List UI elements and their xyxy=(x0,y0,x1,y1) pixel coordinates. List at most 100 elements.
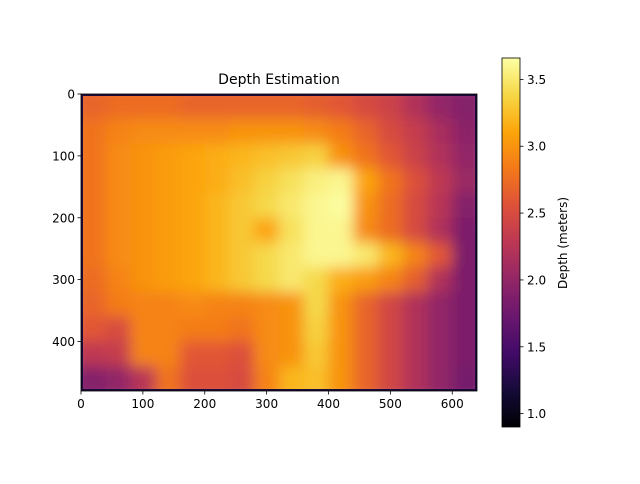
heatmap-cell xyxy=(279,292,305,318)
heatmap-cell xyxy=(105,341,131,367)
heatmap-cell xyxy=(204,341,230,367)
heatmap-cell xyxy=(229,341,255,367)
tick-label: 2.5 xyxy=(527,207,546,221)
heatmap-cell xyxy=(452,217,477,243)
tick-label: 400 xyxy=(52,335,75,349)
heatmap-cell xyxy=(254,94,280,120)
heatmap-cell xyxy=(155,366,181,391)
tick-label: 100 xyxy=(131,397,154,411)
heatmap-cell xyxy=(402,143,428,169)
heatmap-cell xyxy=(204,267,230,293)
heatmap-cell xyxy=(328,267,354,293)
heatmap-cell xyxy=(229,242,255,268)
heatmap-cell xyxy=(81,267,107,293)
heatmap-cell xyxy=(180,143,206,169)
heatmap-cell xyxy=(353,118,379,144)
heatmap-cell xyxy=(452,316,477,342)
heatmap-cell xyxy=(303,242,329,268)
heatmap-cell xyxy=(279,341,305,367)
heatmap-cell xyxy=(155,193,181,219)
heatmap-cell xyxy=(155,316,181,342)
heatmap-cell xyxy=(81,94,107,120)
heatmap-cell xyxy=(353,366,379,391)
plot-frame xyxy=(80,93,478,392)
heatmap-cell xyxy=(353,143,379,169)
heatmap-cell xyxy=(180,193,206,219)
heatmap-cell xyxy=(105,143,131,169)
heatmap-cell xyxy=(279,217,305,243)
heatmap-cell xyxy=(254,143,280,169)
heatmap-cell xyxy=(180,94,206,120)
heatmap-cell xyxy=(427,118,453,144)
heatmap-cell xyxy=(180,242,206,268)
heatmap-cell xyxy=(81,118,107,144)
heatmap-cell xyxy=(155,168,181,194)
heatmap-cell xyxy=(303,94,329,120)
heatmap-cell xyxy=(402,217,428,243)
heatmap-cell xyxy=(180,341,206,367)
heatmap-cell xyxy=(229,118,255,144)
heatmap-cell xyxy=(254,193,280,219)
heatmap-cell xyxy=(105,193,131,219)
heatmap-cell xyxy=(254,267,280,293)
heatmap-cell xyxy=(204,292,230,318)
heatmap-cell xyxy=(378,168,404,194)
heatmap-cell xyxy=(229,168,255,194)
heatmap-cell xyxy=(353,94,379,120)
heatmap-cell xyxy=(353,217,379,243)
heatmap-cell xyxy=(105,366,131,391)
heatmap-cell xyxy=(328,168,354,194)
heatmap-cell xyxy=(81,341,107,367)
heatmap-cell xyxy=(254,168,280,194)
heatmap-cell xyxy=(427,242,453,268)
tick-label: 400 xyxy=(317,397,340,411)
heatmap-cell xyxy=(427,292,453,318)
heatmap-cell xyxy=(155,118,181,144)
heatmap-cell xyxy=(452,168,477,194)
heatmap-cell xyxy=(303,366,329,391)
heatmap-cell xyxy=(229,316,255,342)
heatmap-cell xyxy=(254,341,280,367)
heatmap-cell xyxy=(254,316,280,342)
heatmap-cell xyxy=(81,242,107,268)
heatmap-cell xyxy=(279,193,305,219)
heatmap-cell xyxy=(303,316,329,342)
heatmap-cell xyxy=(229,292,255,318)
heatmap-cell xyxy=(81,217,107,243)
heatmap-cell xyxy=(427,267,453,293)
heatmap-cell xyxy=(155,341,181,367)
heatmap-cell xyxy=(452,242,477,268)
heatmap-cell xyxy=(105,316,131,342)
heatmap-cell xyxy=(229,217,255,243)
heatmap-cell xyxy=(279,267,305,293)
heatmap-cell xyxy=(378,118,404,144)
heatmap-cell xyxy=(155,143,181,169)
heatmap-cell xyxy=(81,292,107,318)
heatmap-cell xyxy=(130,168,156,194)
heatmap-cell xyxy=(328,193,354,219)
heatmap-cell xyxy=(402,292,428,318)
heatmap-cell xyxy=(204,193,230,219)
heatmap-cell xyxy=(81,316,107,342)
tick-label: 1.5 xyxy=(527,340,546,354)
heatmap-cell xyxy=(254,217,280,243)
heatmap-cell xyxy=(427,193,453,219)
heatmap-cell xyxy=(130,118,156,144)
heatmap-cell xyxy=(303,193,329,219)
heatmap-cell xyxy=(279,94,305,120)
heatmap-cell xyxy=(204,316,230,342)
heatmap-cell xyxy=(130,341,156,367)
heatmap-cell xyxy=(303,341,329,367)
heatmap-cell xyxy=(155,217,181,243)
heatmap-cell xyxy=(180,168,206,194)
heatmap-cell xyxy=(303,292,329,318)
heatmap-cell xyxy=(105,292,131,318)
colorbar-axis: 1.0 1.5 2.0 2.5 3.0 3.5 xyxy=(520,73,546,421)
heatmap-cell xyxy=(328,143,354,169)
heatmap-cell xyxy=(204,94,230,120)
heatmap-cell xyxy=(328,94,354,120)
heatmap-cell xyxy=(229,143,255,169)
heatmap-cell xyxy=(328,366,354,391)
heatmap-cell xyxy=(378,267,404,293)
